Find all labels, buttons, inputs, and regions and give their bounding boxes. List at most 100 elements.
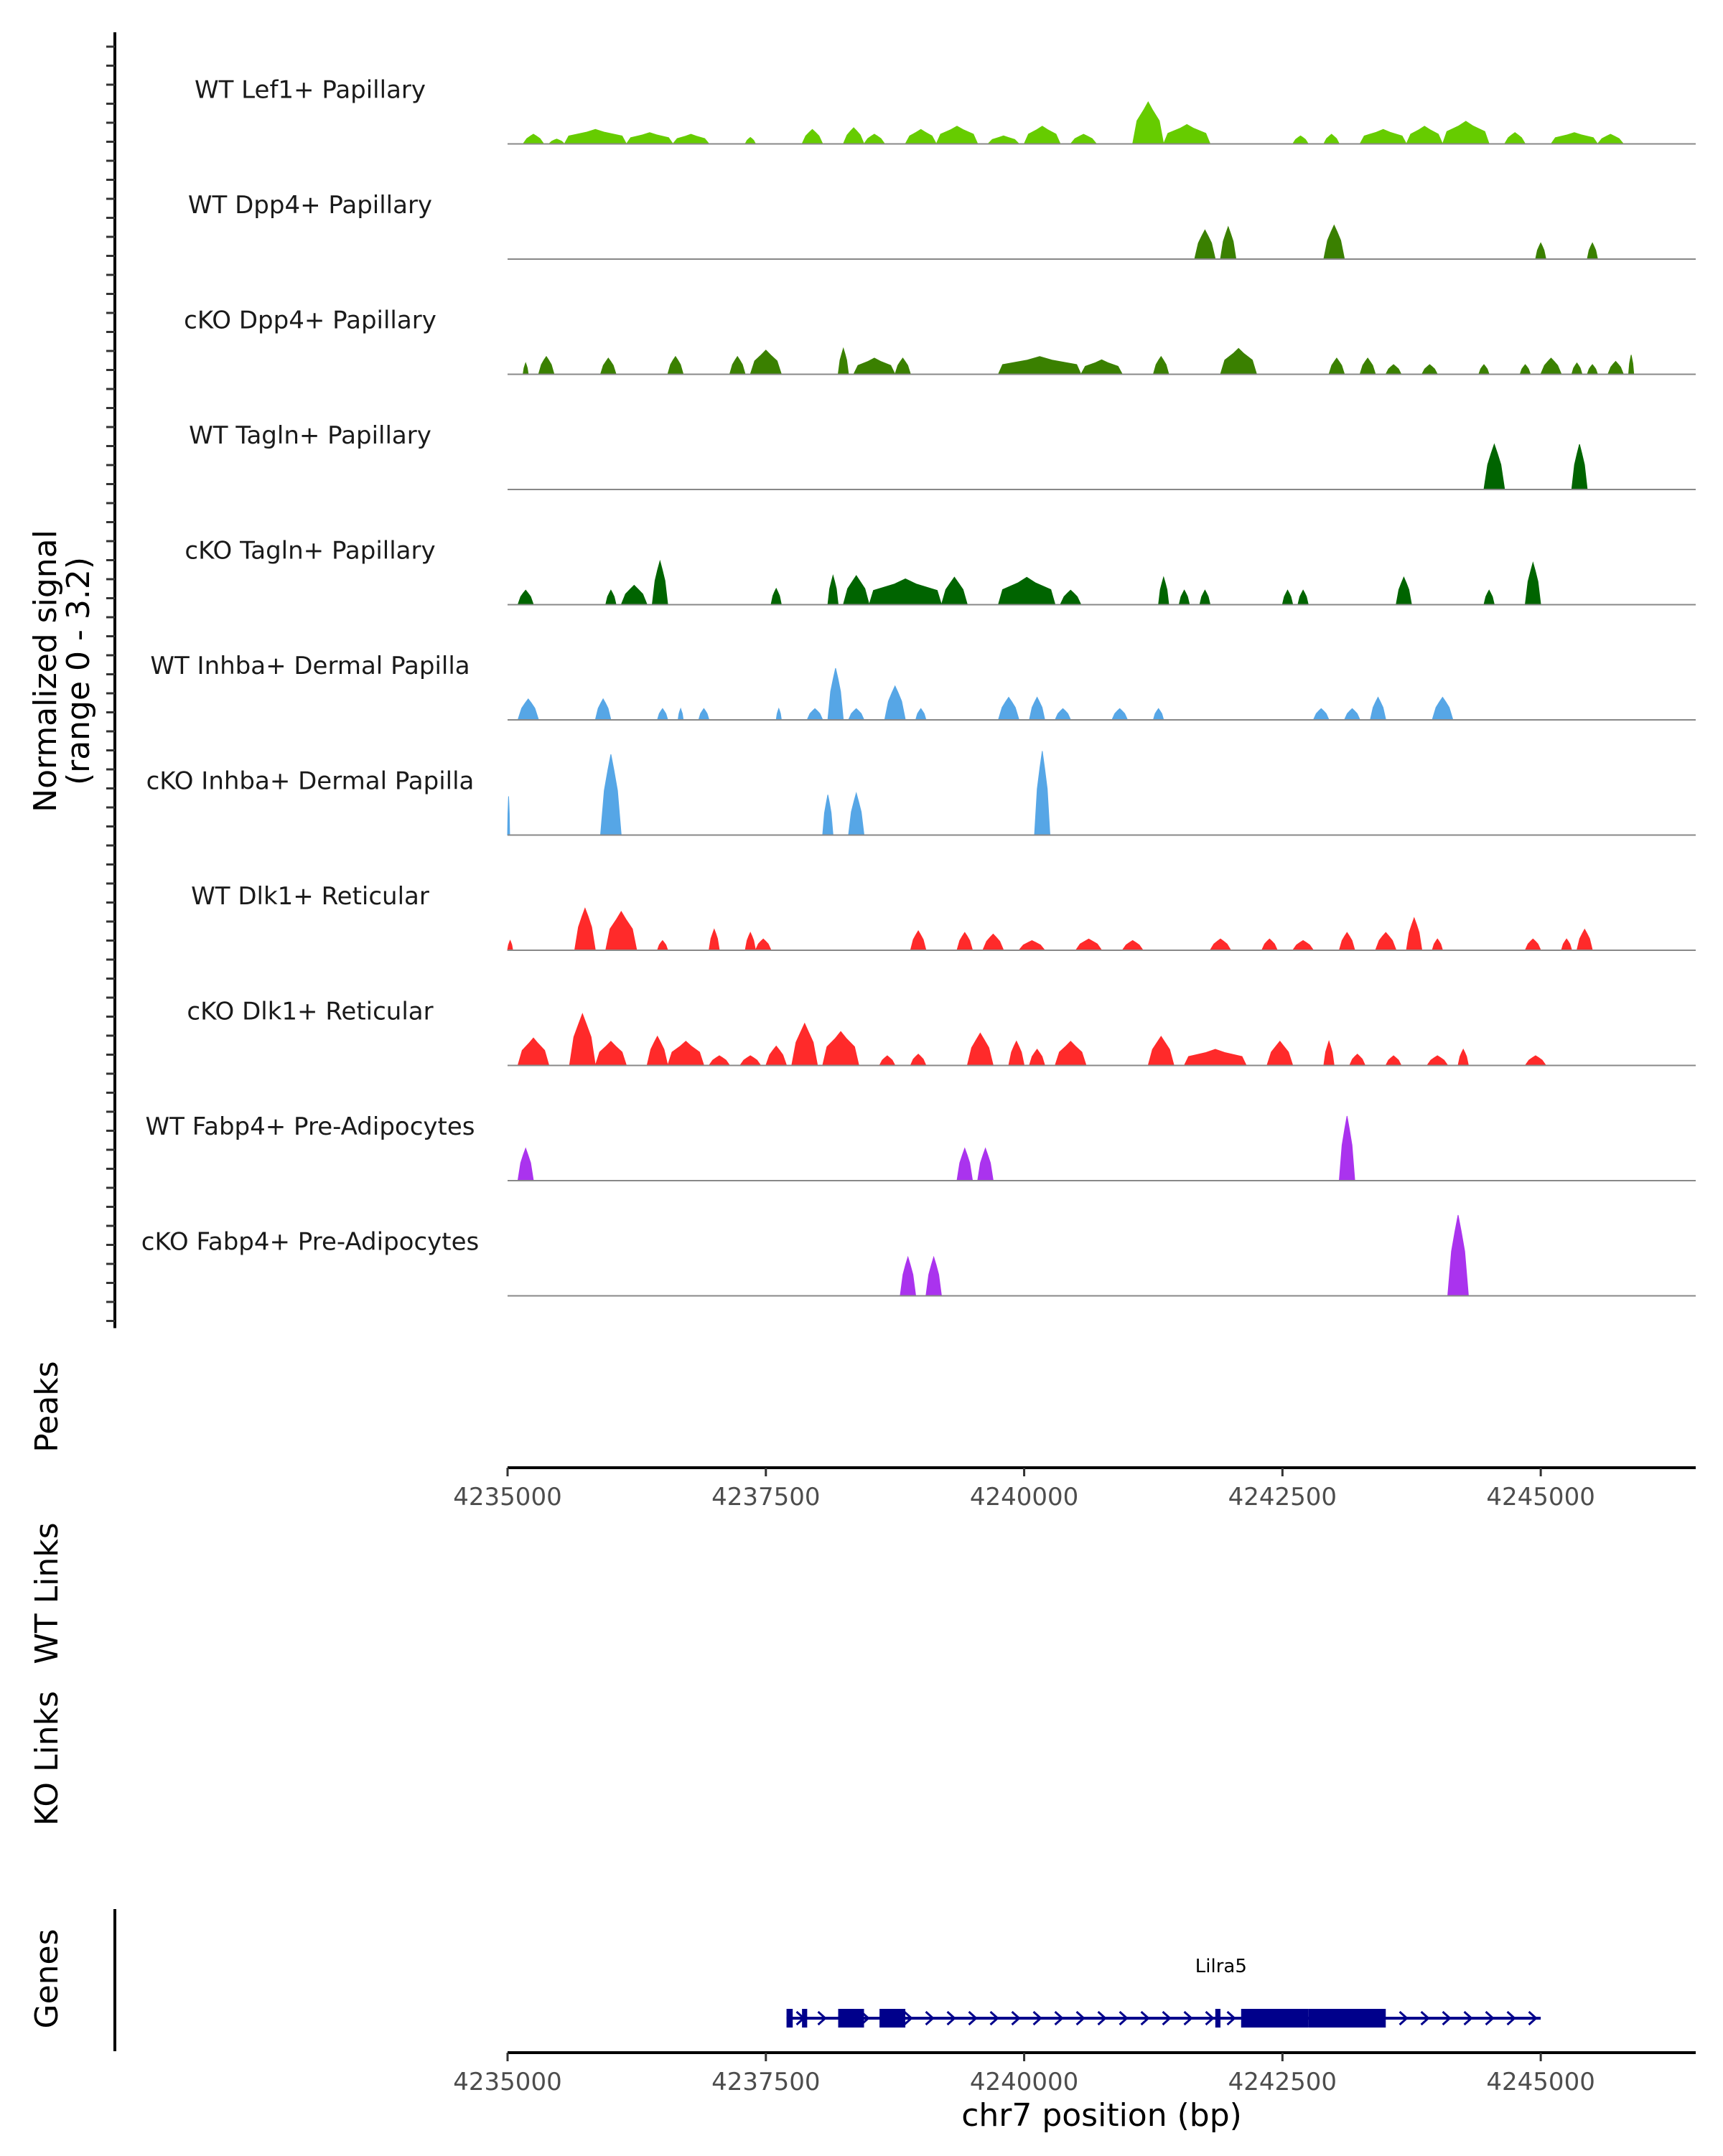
coverage-peak [966,1032,994,1066]
coverage-peak [1628,355,1635,375]
coverage-peak [1220,347,1258,375]
coverage-peak [806,708,823,721]
coverage-peak [884,685,906,721]
coverage-peak [1359,128,1407,144]
coverage-peak [750,350,783,375]
y-axis-title-line: (range 0 - 3.2) [60,557,97,785]
coverage-peak [1432,938,1444,951]
coverage-peak [1457,1048,1470,1066]
strand-arrow [817,2010,827,2026]
coverage-peak [915,708,927,721]
coverage-peak [657,708,668,721]
coverage-track: cKO Dpp4+ Papillary [184,306,1696,375]
coverage-peak [1292,939,1315,951]
coverage-peak [517,589,534,605]
coverage-peak [1550,132,1599,144]
track-label: cKO Fabp4+ Pre-Adipocytes [141,1228,480,1257]
strand-arrow [1011,2010,1021,2026]
x-tick-label: 4237500 [711,1483,820,1511]
coverage-peak [1540,357,1562,375]
coverage-track: WT Fabp4+ Pre-Adipocytes [146,1112,1696,1181]
coverage-peak [1029,1049,1045,1066]
panel-label: KO Links [29,1691,65,1826]
coverage-peak [1478,364,1490,375]
coverage-peak [620,584,648,605]
coverage-peak [977,1147,994,1181]
coverage-peak [739,1055,762,1066]
coverage-peak [1370,696,1386,721]
coverage-peak [1054,708,1072,721]
coverage-peak [548,139,566,144]
coverage-peak [574,907,596,951]
strand-arrow [1097,2010,1107,2026]
coverage-peak [822,795,834,835]
coverage-peak [1385,1055,1402,1066]
coverage-peak [507,796,510,835]
track-label: cKO Tagln+ Papillary [185,537,435,566]
coverage-track: cKO Dlk1+ Reticular [187,998,1696,1067]
strand-arrow [1075,2010,1085,2026]
track-label: WT Lef1+ Papillary [195,76,426,105]
strand-arrow [1162,2010,1172,2026]
coverage-peak [765,1045,788,1066]
coverage-peak [1587,242,1598,260]
coverage-peak [1178,589,1190,605]
coverage-peak [925,1255,942,1296]
coverage-peak [1121,939,1144,951]
coverage-peak [1220,225,1237,260]
coverage-peak [667,1041,705,1066]
panel-label: WT Links [29,1522,65,1664]
coverage-peak [1312,708,1330,721]
coverage-peak [672,133,710,144]
coverage-peak [822,1031,859,1066]
coverage-peak [791,1022,818,1066]
coverage-peak [1524,561,1541,605]
coverage-peak [667,355,684,375]
coverage-peak [1266,1040,1294,1066]
coverage-peak [837,347,849,375]
coverage-peak [770,587,783,605]
gene-exon [1308,2009,1386,2028]
x-tick-label: 4240000 [970,1483,1078,1511]
strand-arrow [1032,2010,1042,2026]
coverage-peak [863,133,886,144]
coverage-peak [1147,1036,1175,1066]
coverage-peak [594,1041,627,1066]
coverage-peak [1034,751,1051,835]
coverage-peak [997,356,1082,375]
coverage-peak [1503,132,1526,144]
strand-arrow [1420,2010,1430,2026]
coverage-peak [1406,126,1444,144]
strand-arrow [1399,2010,1409,2026]
x-axis-title: chr7 position (bp) [961,2097,1242,2134]
coverage-peak [729,355,746,375]
coverage-peak [987,135,1020,144]
coverage-peak [1571,362,1583,375]
strand-arrow [1463,2010,1473,2026]
coverage-peak [1396,576,1412,605]
coverage-peak [1338,1115,1355,1181]
coverage-peak [1375,932,1397,951]
coverage-peak [910,930,927,951]
coverage-peak [1075,938,1103,951]
coverage-peak [956,1147,973,1181]
coverage-tracks: WT Lef1+ Papillary WT Dpp4+ Papillary cKO … [141,76,1696,1297]
coverage-peak [940,576,968,605]
coverage-peak [982,933,1004,951]
coverage-peak [1018,939,1046,951]
coverage-peak [708,1055,731,1066]
strand-arrow [1485,2010,1495,2026]
coverage-peak [1571,444,1588,490]
coverage-peak [605,589,617,605]
strand-arrow [1183,2010,1193,2026]
coverage-peak [827,574,839,605]
coverage-peak [507,939,513,951]
coverage-peak [801,128,823,144]
panel-label: Peaks [29,1361,65,1452]
coverage-peak [1152,708,1164,721]
coverage-peak [1597,133,1625,144]
coverage-peak [1163,123,1211,144]
coverage-peak [879,1055,896,1066]
coverage-peak [1421,364,1439,375]
track-label: WT Dpp4+ Papillary [188,191,432,220]
